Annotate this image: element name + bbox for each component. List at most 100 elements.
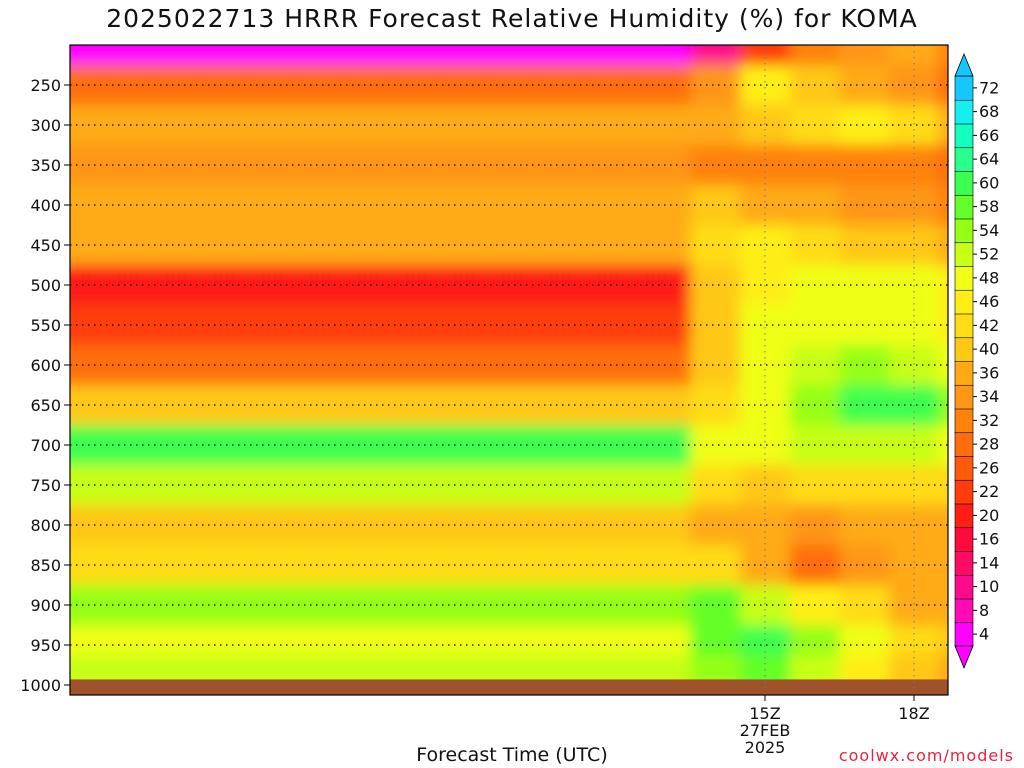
rh-cell [690,65,742,106]
rh-cell [839,625,891,656]
y-tick-label: 550 [30,316,61,335]
colorbar-swatch [954,574,974,600]
rh-cell [839,465,891,506]
rh-cell [938,185,948,226]
colorbar-swatch [954,289,974,315]
colorbar-label: 10 [979,577,999,596]
rh-cell [938,625,948,656]
grid-lines [70,45,948,695]
colorbar-swatch [954,479,974,505]
rh-cell [690,505,742,546]
colorbar-swatch [954,526,974,552]
y-tick-label: 900 [30,596,61,615]
colorbar-swatch [954,146,974,172]
colorbar-swatch [954,218,974,244]
rh-cell [690,385,742,426]
rh-cell [839,45,891,66]
rh-cell [938,655,948,695]
rh-cell [690,185,742,226]
rh-cell [690,225,742,266]
rh-cell [70,545,692,586]
ground-below-surface [70,679,948,695]
y-tick-label: 450 [30,236,61,255]
rh-cell [789,45,841,66]
rh-cell [889,45,940,66]
colorbar-label: 46 [979,292,999,311]
rh-cell [938,265,948,306]
rh-cell [839,305,891,346]
colorbar-label: 14 [979,553,999,572]
rh-cell [938,305,948,346]
colorbar-label: 4 [979,625,989,644]
y-tick-label: 700 [30,436,61,455]
rh-cell [70,585,692,626]
y-tick-label: 850 [30,556,61,575]
rh-cell [70,265,692,306]
colorbar-label: 72 [979,78,999,97]
rh-cell [839,65,891,106]
colorbar-label: 20 [979,506,999,525]
colorbar-swatch [954,408,974,434]
rh-cell [70,185,692,226]
rh-cell [70,45,692,66]
y-tick-label: 650 [30,396,61,415]
y-tick-label: 800 [30,516,61,535]
rh-cell [690,45,742,66]
x-tick-label: 2025 [745,738,786,757]
y-tick-label: 500 [30,276,61,295]
colorbar-label: 60 [979,173,999,192]
colorbar-swatch [954,455,974,481]
colorbar-label: 54 [979,221,999,240]
rh-cell [938,585,948,626]
rh-cell [938,465,948,506]
colorbar-label: 26 [979,458,999,477]
rh-cell [70,385,692,426]
x-tick-label: 27FEB [740,721,791,740]
y-tick-label: 350 [30,156,61,175]
y-tick-label: 950 [30,636,61,655]
rh-cell [70,505,692,546]
colorbar-min-arrow [954,645,974,670]
colorbar-swatch [954,265,974,291]
colorbar-swatch [954,170,974,196]
colorbar-swatch [954,621,974,647]
colorbar: 4810141620222628323436404246485254586064… [954,52,999,670]
rh-cell [690,585,742,626]
rh-cell [989,655,1024,716]
colorbar-max-arrow [954,52,974,77]
colorbar-swatch [954,194,974,220]
rh-cell [70,225,692,266]
rh-cell [70,305,692,346]
colorbar-swatch [954,431,974,457]
colorbar-label: 58 [979,197,999,216]
rh-cell [740,45,791,66]
colorbar-swatch [954,360,974,386]
rh-cell [938,425,948,466]
rh-cell [70,425,692,466]
rh-cell [70,465,692,506]
colorbar-swatch [954,598,974,624]
rh-cell [989,625,1024,656]
colorbar-swatch [954,313,974,339]
y-tick-label: 400 [30,196,61,215]
colorbar-label: 52 [979,245,999,264]
colorbar-swatch [954,123,974,149]
colorbar-label: 64 [979,150,999,169]
rh-cell [839,105,891,146]
colorbar-label: 36 [979,363,999,382]
rh-cell [690,305,742,346]
rh-cell [839,425,891,466]
rh-cell [690,625,742,656]
humidity-field [70,45,1024,716]
colorbar-swatch [954,336,974,362]
colorbar-label: 16 [979,530,999,549]
rh-cell [839,185,891,226]
rh-cell [938,545,948,586]
rh-cell [938,345,948,386]
rh-cell [938,45,948,66]
rh-cell [70,105,692,146]
rh-cell [70,345,692,386]
rh-cell [839,265,891,306]
rh-cell [938,65,948,106]
